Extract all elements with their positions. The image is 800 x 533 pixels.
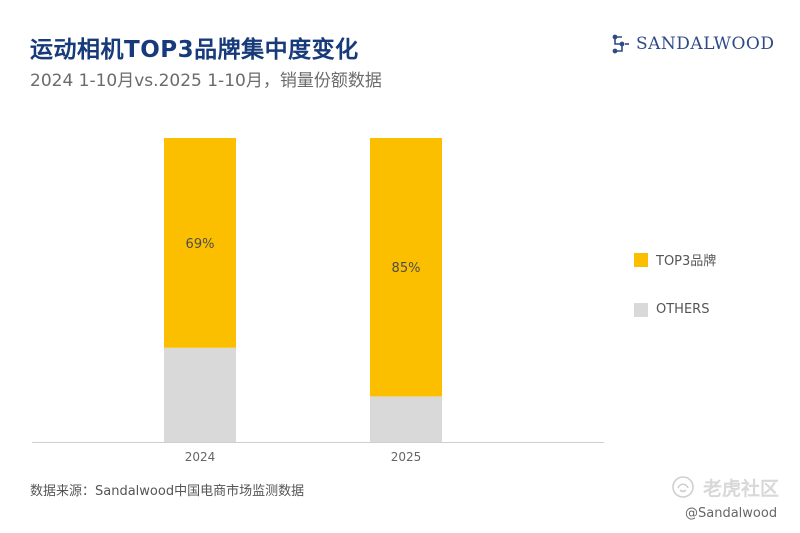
legend-item-top3: TOP3品牌 bbox=[634, 250, 716, 269]
data-label-2024: 69% bbox=[186, 237, 215, 252]
bar-segment-top3-2024 bbox=[164, 138, 236, 348]
legend-label-top3: TOP3品牌 bbox=[656, 254, 717, 269]
chart-title: 运动相机TOP3品牌集中度变化 bbox=[30, 37, 359, 63]
legend-swatch-top3 bbox=[634, 252, 648, 267]
logo-text: SANDALWOOD bbox=[636, 34, 775, 54]
brand-logo: SANDALWOOD bbox=[612, 33, 775, 55]
legend-label-others: OTHERS bbox=[656, 302, 710, 317]
tiger-community-icon bbox=[672, 476, 694, 498]
legend-swatch-others bbox=[634, 302, 648, 317]
watermark-text: 老虎社区 bbox=[703, 478, 780, 500]
bar-segment-top3-2025 bbox=[370, 138, 442, 397]
data-source-note: 数据来源：Sandalwood中国电商市场监测数据 bbox=[30, 484, 305, 499]
chart-subtitle: 2024 1-10月vs.2025 1-10月，销量份额数据 bbox=[30, 71, 382, 91]
watermark-handle: @Sandalwood bbox=[685, 506, 778, 521]
data-label-2025: 85% bbox=[392, 261, 421, 276]
bar-segment-others-2025 bbox=[370, 396, 442, 442]
x-tick-label-2024: 2024 bbox=[185, 450, 216, 464]
bar-segment-others-2024 bbox=[164, 347, 236, 442]
stacked-bar-chart: 69% 2024 85% 2025 bbox=[32, 138, 604, 464]
legend-item-others: OTHERS bbox=[634, 302, 709, 317]
sandalwood-logo-icon bbox=[612, 34, 629, 54]
x-tick-label-2025: 2025 bbox=[391, 450, 422, 464]
